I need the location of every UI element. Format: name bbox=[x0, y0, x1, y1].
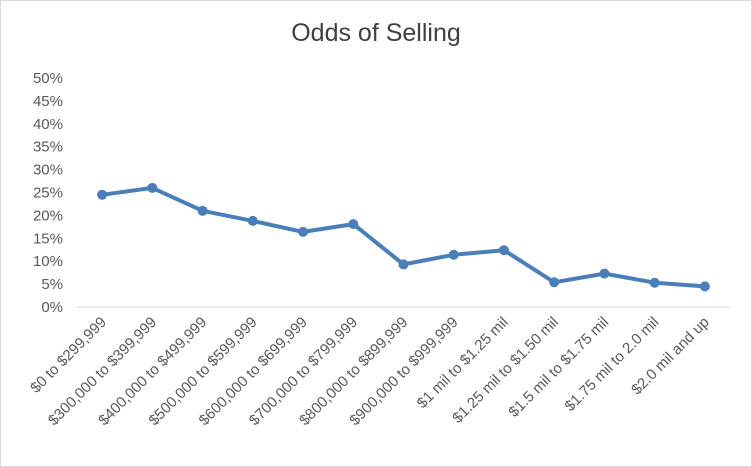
y-tick-label: 45% bbox=[33, 93, 63, 110]
data-point bbox=[97, 189, 108, 200]
y-tick-label: 50% bbox=[33, 70, 63, 87]
x-tick-label: $1.75 mil to 2.0 mil bbox=[561, 314, 662, 415]
data-point bbox=[649, 277, 660, 288]
data-point bbox=[498, 245, 509, 256]
y-tick-label: 40% bbox=[33, 116, 63, 133]
data-point bbox=[197, 205, 208, 216]
chart-title: Odds of Selling bbox=[291, 19, 461, 47]
data-point bbox=[549, 277, 560, 288]
x-tick-label: $1 mil to $1.25 mil bbox=[414, 314, 512, 412]
y-tick-label: 25% bbox=[33, 185, 63, 202]
data-point bbox=[599, 268, 610, 279]
data-point bbox=[247, 215, 258, 226]
y-tick-label: 5% bbox=[41, 276, 63, 293]
y-tick-label: 0% bbox=[41, 299, 63, 316]
data-point bbox=[448, 249, 459, 260]
data-point bbox=[699, 281, 710, 292]
y-tick-label: 35% bbox=[33, 139, 63, 156]
y-tick-label: 15% bbox=[33, 230, 63, 247]
data-point bbox=[348, 219, 359, 230]
y-tick-label: 30% bbox=[33, 162, 63, 179]
y-tick-label: 20% bbox=[33, 207, 63, 224]
data-point bbox=[147, 182, 158, 193]
y-tick-label: 10% bbox=[33, 253, 63, 270]
series-line bbox=[100, 185, 707, 289]
data-point bbox=[398, 259, 409, 270]
data-point bbox=[298, 226, 309, 237]
